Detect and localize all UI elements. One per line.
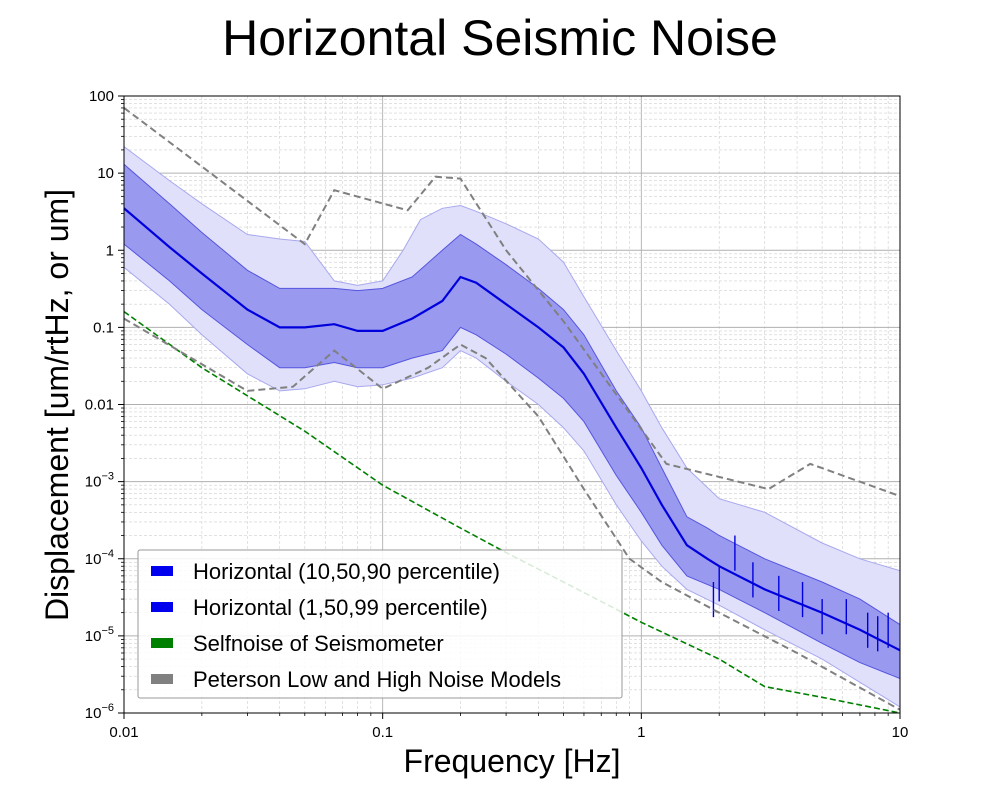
y-tick-label: 10−6	[85, 702, 114, 722]
x-tick-label: 0.01	[109, 724, 138, 741]
y-tick-label-base: 10	[85, 628, 102, 645]
x-axis-label: Frequency [Hz]	[404, 743, 621, 779]
line-99-percentile	[123, 146, 901, 572]
line-peterson-low-noise-model	[123, 317, 901, 711]
y-tick-label: 0.1	[93, 319, 114, 336]
y-tick-label: 10−4	[85, 548, 114, 568]
y-tick-label: 100	[89, 88, 114, 105]
y-tick-label-base: 10	[85, 705, 102, 722]
y-tick-label: 0.01	[85, 397, 114, 414]
y-tick-label: 1	[106, 242, 114, 259]
y-tick-label: 10−3	[85, 471, 114, 491]
legend-swatch	[151, 674, 173, 684]
legend-swatch	[151, 638, 173, 648]
y-tick-label-exponent: −3	[101, 471, 114, 483]
x-tick-label: 10	[892, 724, 909, 741]
legend: Horizontal (10,50,90 percentile) Horizont…	[137, 549, 623, 699]
y-tick-label: 10−5	[85, 625, 114, 645]
x-tick-label: 1	[637, 724, 645, 741]
line-median	[123, 207, 901, 652]
legend-label: Peterson Low and High Noise Models	[193, 667, 561, 692]
y-axis-label: Displacement [um/rtHz, or um]	[39, 189, 75, 621]
line-90-percentile	[123, 163, 901, 626]
line-peterson-high-noise-model	[123, 107, 901, 498]
chart-title: Horizontal Seismic Noise	[222, 10, 778, 66]
legend-box	[137, 549, 623, 699]
y-tick-label: 10	[97, 165, 114, 182]
plot-area	[123, 107, 901, 714]
legend-label: Selfnoise of Seismometer	[193, 631, 444, 656]
legend-label: Horizontal (1,50,99 percentile)	[193, 595, 488, 620]
legend-swatch	[151, 566, 173, 576]
legend-swatch	[151, 602, 173, 612]
y-tick-label-base: 10	[85, 474, 102, 491]
band-10-90-percentile	[124, 164, 900, 679]
y-tick-label-exponent: −5	[101, 625, 114, 637]
x-tick-label: 0.1	[372, 724, 393, 741]
y-tick-label-base: 10	[85, 551, 102, 568]
y-tick-label-exponent: −4	[101, 548, 114, 560]
y-tick-label-exponent: −6	[101, 702, 114, 714]
legend-label: Horizontal (10,50,90 percentile)	[193, 559, 500, 584]
